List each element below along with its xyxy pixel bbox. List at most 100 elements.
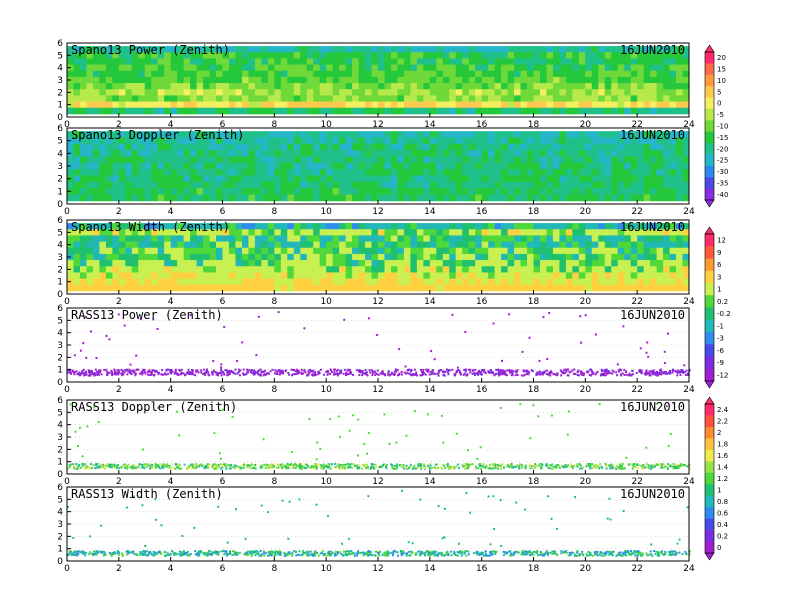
heatmap-cell <box>280 266 288 273</box>
heatmap-cell <box>306 64 314 72</box>
data-point <box>648 372 651 375</box>
heatmap-cell <box>494 194 502 202</box>
data-point <box>367 317 370 320</box>
heatmap-cell <box>365 247 372 255</box>
heatmap-cell <box>248 156 256 164</box>
data-point <box>122 463 125 466</box>
heatmap-cell <box>682 247 690 255</box>
heatmap-cell <box>650 181 658 189</box>
heatmap-cell <box>267 162 275 170</box>
heatmap-cell <box>663 235 670 242</box>
heatmap-cell <box>598 143 606 151</box>
heatmap-cell <box>190 223 197 230</box>
heatmap-cell <box>345 266 353 273</box>
data-point <box>469 463 472 466</box>
data-point <box>142 466 145 468</box>
x-tick-label: 4 <box>168 207 174 217</box>
heatmap-cell <box>617 83 625 90</box>
data-point <box>226 374 229 377</box>
data-point <box>686 465 689 468</box>
heatmap-row <box>67 76 690 84</box>
heatmap-cell <box>572 76 580 84</box>
data-point <box>331 371 333 374</box>
data-point <box>337 467 340 470</box>
heatmap-cell <box>591 181 599 189</box>
data-point <box>646 371 649 374</box>
heatmap-cell <box>79 70 87 78</box>
heatmap-cell <box>118 188 126 195</box>
heatmap-cell <box>604 247 612 255</box>
heatmap-cell <box>352 83 359 90</box>
heatmap-cell <box>410 284 418 292</box>
data-point <box>503 370 506 373</box>
heatmap-cell <box>345 150 353 157</box>
heatmap-cell <box>248 272 256 279</box>
heatmap-row <box>67 70 690 78</box>
heatmap-cell <box>112 156 120 164</box>
heatmap-cell <box>390 253 398 261</box>
heatmap-cell <box>442 229 450 236</box>
heatmap-cell <box>514 247 521 255</box>
heatmap-cell <box>287 58 295 65</box>
data-point <box>431 466 433 469</box>
heatmap-cell <box>358 83 366 90</box>
heatmap-cell <box>300 70 308 78</box>
heatmap-cell <box>552 76 560 84</box>
data-point <box>167 466 170 469</box>
heatmap-cell <box>442 70 450 78</box>
heatmap-cell <box>676 143 683 151</box>
data-point <box>68 370 71 373</box>
heatmap-cell <box>572 181 580 189</box>
heatmap-cell <box>390 58 398 65</box>
data-point <box>187 467 190 470</box>
heatmap-cell <box>151 156 159 164</box>
heatmap-cell <box>397 272 405 279</box>
heatmap-cell <box>280 95 288 102</box>
heatmap-cell <box>384 169 392 176</box>
data-point <box>215 464 218 466</box>
heatmap-cell <box>203 107 210 115</box>
heatmap-cell <box>481 162 489 170</box>
data-point <box>492 466 495 469</box>
heatmap-cell <box>118 223 126 230</box>
data-point <box>469 368 472 371</box>
heatmap-cell <box>378 266 385 273</box>
heatmap-cell <box>241 52 249 59</box>
heatmap-cell <box>390 241 398 249</box>
heatmap-cell <box>300 89 308 96</box>
x-tick-label: 16 <box>476 297 488 307</box>
heatmap-cell <box>222 64 230 72</box>
data-point <box>361 370 364 372</box>
heatmap-cell <box>468 150 476 157</box>
heatmap-cell <box>99 101 107 109</box>
heatmap-cell <box>494 143 502 151</box>
heatmap-cell <box>222 156 230 164</box>
heatmap-cell <box>92 70 100 78</box>
data-point <box>99 463 102 466</box>
heatmap-cell <box>650 272 658 279</box>
heatmap-cell <box>261 107 269 115</box>
heatmap-cell <box>416 137 424 145</box>
heatmap-cell <box>397 46 405 53</box>
data-point <box>236 372 239 375</box>
heatmap-cell <box>378 95 385 102</box>
heatmap-cell <box>371 95 379 102</box>
heatmap-cell <box>235 223 243 230</box>
heatmap-cell <box>585 247 593 255</box>
heatmap-cell <box>345 95 353 102</box>
data-point <box>684 373 687 376</box>
heatmap-cell <box>345 188 353 195</box>
heatmap-cell <box>682 76 690 84</box>
data-point <box>288 373 291 376</box>
heatmap-cell <box>345 229 353 236</box>
heatmap-cell <box>280 150 288 157</box>
heatmap-cell <box>552 46 560 53</box>
heatmap-cell <box>630 278 638 286</box>
heatmap-cell <box>682 272 690 279</box>
heatmap-cell <box>241 83 249 90</box>
data-point <box>669 371 671 374</box>
data-point <box>391 466 394 469</box>
heatmap-cell <box>598 58 606 65</box>
heatmap-cell <box>248 162 256 170</box>
heatmap-cell <box>611 175 619 183</box>
